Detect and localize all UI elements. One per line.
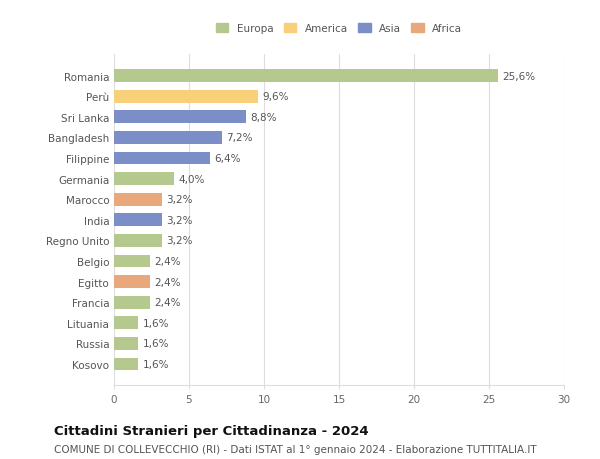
Text: Cittadini Stranieri per Cittadinanza - 2024: Cittadini Stranieri per Cittadinanza - 2…: [54, 425, 368, 437]
Text: 6,4%: 6,4%: [215, 154, 241, 164]
Bar: [114, 255, 150, 268]
Text: 3,2%: 3,2%: [167, 215, 193, 225]
Text: 2,4%: 2,4%: [155, 257, 181, 266]
Bar: [114, 152, 210, 165]
Text: COMUNE DI COLLEVECCHIO (RI) - Dati ISTAT al 1° gennaio 2024 - Elaborazione TUTTI: COMUNE DI COLLEVECCHIO (RI) - Dati ISTAT…: [54, 444, 536, 454]
Text: 1,6%: 1,6%: [143, 339, 169, 348]
Bar: [114, 70, 498, 83]
Legend: Europa, America, Asia, Africa: Europa, America, Asia, Africa: [213, 21, 465, 37]
Bar: [114, 214, 162, 227]
Bar: [114, 358, 138, 370]
Text: 1,6%: 1,6%: [143, 318, 169, 328]
Text: 2,4%: 2,4%: [155, 277, 181, 287]
Bar: [114, 173, 174, 185]
Bar: [114, 90, 258, 103]
Bar: [114, 317, 138, 330]
Text: 7,2%: 7,2%: [227, 133, 253, 143]
Text: 9,6%: 9,6%: [263, 92, 289, 102]
Bar: [114, 235, 162, 247]
Text: 2,4%: 2,4%: [155, 297, 181, 308]
Text: 3,2%: 3,2%: [167, 236, 193, 246]
Text: 25,6%: 25,6%: [503, 72, 536, 81]
Bar: [114, 296, 150, 309]
Bar: [114, 132, 222, 145]
Bar: [114, 111, 246, 124]
Text: 8,8%: 8,8%: [251, 112, 277, 123]
Text: 1,6%: 1,6%: [143, 359, 169, 369]
Text: 4,0%: 4,0%: [179, 174, 205, 184]
Bar: [114, 193, 162, 206]
Text: 3,2%: 3,2%: [167, 195, 193, 205]
Bar: [114, 275, 150, 288]
Bar: [114, 337, 138, 350]
